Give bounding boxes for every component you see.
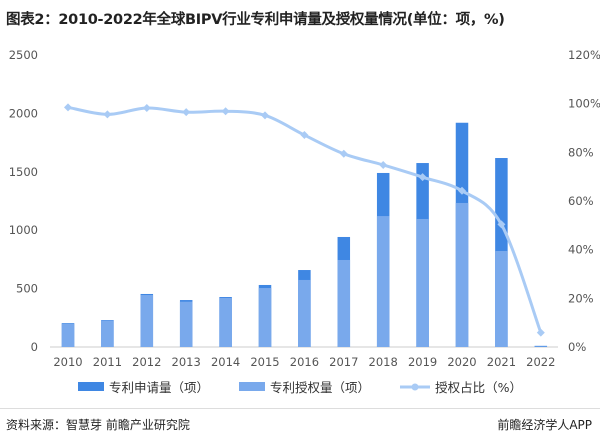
x-tick-label: 2013 bbox=[172, 355, 201, 369]
brand-label: 前瞻经济学人APP bbox=[497, 418, 592, 432]
point-ratio bbox=[64, 103, 72, 112]
x-tick-label: 2014 bbox=[211, 355, 240, 369]
x-tick-label: 2011 bbox=[93, 355, 122, 369]
left-tick-label: 2500 bbox=[9, 48, 38, 62]
bar-grants bbox=[140, 295, 154, 347]
x-tick-label: 2016 bbox=[290, 355, 319, 369]
legend-item-grants: 专利授权量（项） bbox=[239, 377, 370, 396]
chart-title: 图表2：2010-2022年全球BIPV行业专利申请量及授权量情况(单位：项，%… bbox=[6, 12, 505, 28]
point-ratio bbox=[142, 104, 151, 113]
point-ratio bbox=[458, 186, 466, 195]
x-tick-label: 2021 bbox=[487, 355, 516, 369]
x-tick-label: 2015 bbox=[250, 355, 279, 369]
bar-grants bbox=[534, 346, 548, 347]
left-tick-label: 500 bbox=[16, 282, 38, 296]
left-tick-label: 1500 bbox=[9, 165, 38, 179]
point-ratio bbox=[182, 108, 191, 117]
legend: 专利申请量（项） 专利授权量（项） 授权占比（%） bbox=[0, 377, 600, 396]
bar-grants bbox=[61, 323, 75, 347]
bar-grants bbox=[298, 279, 311, 347]
right-tick-label: 80% bbox=[568, 145, 594, 159]
right-tick-label: 20% bbox=[568, 291, 594, 305]
right-tick-label: 120% bbox=[568, 48, 600, 62]
x-tick-label: 2018 bbox=[369, 355, 398, 369]
point-ratio bbox=[261, 111, 269, 120]
point-ratio bbox=[339, 149, 348, 158]
bar-grants bbox=[495, 250, 508, 347]
point-ratio bbox=[103, 110, 112, 119]
source-note: 资料来源：智慧芽 前瞻产业研究院 bbox=[6, 418, 190, 432]
x-tick-label: 2012 bbox=[132, 355, 161, 369]
bar-grants bbox=[258, 288, 272, 347]
bar-grants bbox=[455, 202, 469, 347]
point-ratio bbox=[221, 107, 230, 116]
x-tick-label: 2022 bbox=[526, 355, 555, 369]
x-tick-label: 2017 bbox=[329, 355, 358, 369]
legend-item-ratio: 授权占比（%） bbox=[400, 377, 522, 396]
left-tick-label: 2000 bbox=[9, 106, 38, 120]
right-tick-label: 40% bbox=[568, 243, 594, 257]
left-tick-label: 0 bbox=[31, 340, 38, 354]
x-tick-label: 2019 bbox=[408, 355, 437, 369]
right-tick-label: 100% bbox=[568, 97, 600, 111]
x-tick-label: 2020 bbox=[447, 355, 476, 369]
bar-grants bbox=[179, 301, 193, 347]
bar-grants bbox=[337, 259, 351, 347]
legend-item-applications: 专利申请量（项） bbox=[78, 377, 209, 396]
point-ratio bbox=[418, 173, 427, 182]
legend-label: 授权占比（%） bbox=[435, 380, 522, 395]
x-tick-label: 2010 bbox=[53, 355, 82, 369]
legend-label: 专利申请量（项） bbox=[109, 380, 210, 395]
left-tick-label: 1000 bbox=[9, 223, 38, 237]
bar-grants bbox=[219, 297, 232, 347]
point-ratio bbox=[379, 160, 388, 169]
bar-grants bbox=[416, 218, 429, 347]
bar-grants bbox=[376, 216, 390, 347]
right-tick-label: 60% bbox=[568, 194, 594, 208]
divider bbox=[0, 408, 600, 409]
bar-grants bbox=[101, 320, 114, 347]
point-ratio bbox=[536, 328, 545, 337]
legend-label: 专利授权量（项） bbox=[270, 380, 371, 395]
point-ratio bbox=[497, 220, 506, 229]
right-tick-label: 0% bbox=[568, 340, 586, 354]
point-ratio bbox=[300, 131, 309, 140]
